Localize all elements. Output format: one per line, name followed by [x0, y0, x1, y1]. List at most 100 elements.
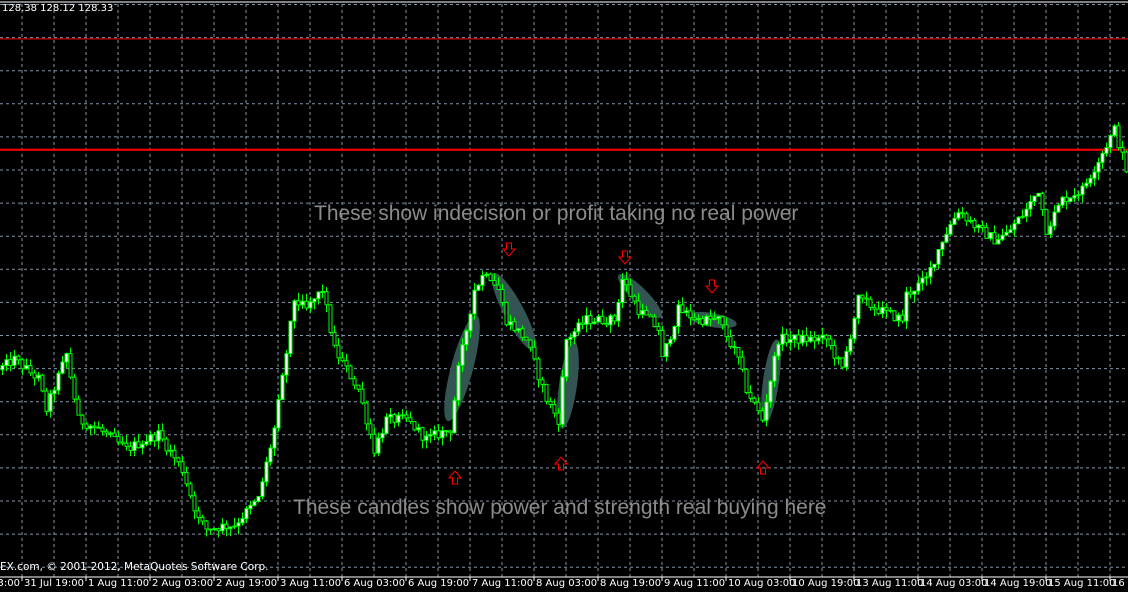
candle-body — [412, 420, 417, 431]
candle — [1052, 204, 1057, 231]
candle-body — [772, 355, 777, 382]
arrow-down-icon — [704, 279, 720, 294]
candle — [376, 432, 381, 456]
candle — [308, 296, 313, 314]
candle — [860, 294, 865, 304]
candle — [120, 436, 125, 446]
candle — [400, 409, 405, 420]
time-ticks — [21, 577, 1111, 581]
candle — [980, 220, 985, 233]
candle — [68, 347, 73, 380]
candle-body — [212, 528, 217, 531]
candle-body — [520, 328, 525, 338]
candle — [1036, 192, 1041, 197]
candle-body — [640, 310, 645, 315]
candle — [796, 329, 801, 350]
candle-body — [396, 414, 401, 423]
candle-body — [1012, 223, 1017, 231]
candle-body — [208, 528, 213, 531]
arrow-up-icon — [755, 460, 771, 475]
candle-body — [848, 338, 853, 352]
time-label: 6 Aug 19:00 — [408, 578, 470, 589]
candle — [760, 407, 765, 423]
candle-body — [1060, 196, 1065, 206]
candle-body — [64, 353, 69, 363]
candle-body — [344, 360, 349, 367]
candle-body — [896, 314, 901, 322]
candle-body — [296, 300, 301, 306]
candle — [592, 317, 597, 325]
candle — [788, 331, 793, 351]
candle-body — [408, 417, 413, 422]
candle — [1028, 195, 1033, 217]
candle-body — [468, 313, 473, 332]
candle — [296, 292, 301, 312]
candle — [612, 313, 617, 325]
candle — [368, 418, 373, 440]
copyright-text: EX.com, © 2001-2012, MetaQuotes Software… — [0, 561, 269, 573]
candle — [800, 329, 805, 347]
candle-body — [944, 233, 949, 243]
candle-body — [1028, 200, 1033, 210]
candle-body — [784, 333, 789, 344]
candle — [1120, 140, 1125, 160]
candle-body — [12, 355, 17, 366]
candle — [288, 320, 293, 358]
candle — [256, 495, 261, 503]
candle-body — [764, 401, 769, 421]
candle — [648, 313, 653, 318]
candle — [12, 349, 17, 369]
candle-body — [724, 324, 729, 338]
candle-body — [492, 280, 497, 286]
candle-body — [48, 393, 53, 412]
candle — [452, 396, 457, 434]
candle — [700, 315, 705, 328]
candle — [292, 299, 297, 329]
candle-body — [284, 352, 289, 376]
candle — [1108, 133, 1113, 154]
candle — [632, 294, 637, 305]
level-lines — [0, 38, 1128, 151]
candle — [476, 283, 481, 291]
candle — [932, 263, 937, 272]
candle-body — [316, 291, 321, 300]
candle-body — [1040, 192, 1045, 211]
candle-body — [612, 315, 617, 322]
candle — [348, 364, 353, 380]
candle-body — [104, 430, 109, 434]
candle — [680, 297, 685, 314]
candle — [236, 517, 241, 535]
candle — [640, 303, 645, 319]
candle — [152, 432, 157, 447]
candle-body — [384, 416, 389, 434]
candle — [248, 500, 253, 515]
candle-body — [1080, 185, 1085, 196]
candle-body — [1064, 196, 1069, 203]
candle-body — [832, 344, 837, 359]
candle — [544, 383, 549, 405]
candle — [432, 425, 437, 441]
candle — [72, 373, 77, 403]
grid — [0, 4, 1128, 577]
candle-body — [828, 338, 833, 346]
candle-body — [700, 317, 705, 326]
candle — [528, 339, 533, 352]
candle-body — [136, 441, 141, 449]
candle-body — [84, 423, 89, 429]
candle — [320, 284, 325, 299]
candle — [708, 309, 713, 327]
candle-body — [712, 317, 717, 320]
candle-body — [576, 322, 581, 333]
candle — [508, 314, 513, 331]
candle-body — [1108, 134, 1113, 149]
candle — [112, 427, 117, 437]
candle — [696, 314, 701, 325]
time-label: 31 Jul 19:00 — [24, 578, 84, 589]
candle — [888, 307, 893, 313]
candle — [916, 276, 921, 295]
candle — [1064, 190, 1069, 210]
candle — [756, 397, 761, 415]
candle-body — [1112, 125, 1117, 136]
candle-body — [1000, 234, 1005, 241]
